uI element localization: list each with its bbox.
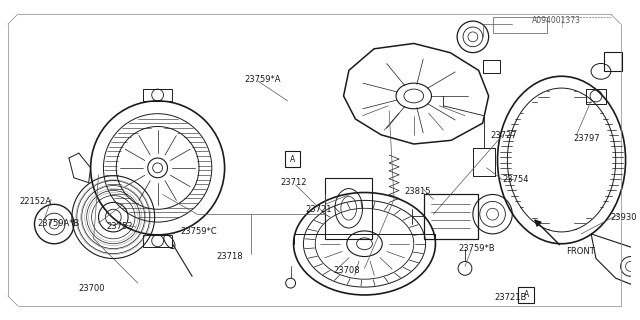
Text: A: A bbox=[290, 155, 295, 164]
Text: A: A bbox=[524, 291, 529, 300]
Bar bbox=[493, 17, 547, 33]
Text: 23700: 23700 bbox=[79, 284, 106, 292]
Text: 23718: 23718 bbox=[217, 252, 243, 261]
Text: FRONT: FRONT bbox=[566, 247, 595, 256]
Text: 23727: 23727 bbox=[491, 131, 517, 140]
Bar bbox=[586, 89, 606, 104]
Text: 23721: 23721 bbox=[305, 205, 332, 214]
Text: 22152A: 22152A bbox=[20, 197, 52, 206]
Text: 23754: 23754 bbox=[502, 175, 529, 184]
Bar bbox=[424, 195, 478, 239]
Text: 23759*C: 23759*C bbox=[180, 228, 217, 236]
Text: 23759*A: 23759*A bbox=[244, 75, 281, 84]
Bar bbox=[483, 60, 500, 73]
Text: 23930: 23930 bbox=[611, 212, 637, 222]
Text: A094001373: A094001373 bbox=[532, 16, 581, 25]
FancyBboxPatch shape bbox=[518, 287, 534, 303]
FancyBboxPatch shape bbox=[285, 151, 300, 167]
Text: 23759A*B: 23759A*B bbox=[37, 219, 80, 228]
Text: 23797: 23797 bbox=[573, 134, 600, 143]
Text: 23708: 23708 bbox=[333, 266, 360, 275]
Text: 23712: 23712 bbox=[281, 178, 307, 187]
Bar bbox=[325, 178, 372, 239]
Bar bbox=[604, 52, 621, 71]
Bar bbox=[473, 148, 495, 176]
Text: 23759*B: 23759*B bbox=[458, 244, 495, 253]
Text: 23815: 23815 bbox=[404, 187, 431, 196]
Text: 23752: 23752 bbox=[106, 222, 133, 231]
Text: 23721B: 23721B bbox=[495, 293, 527, 302]
